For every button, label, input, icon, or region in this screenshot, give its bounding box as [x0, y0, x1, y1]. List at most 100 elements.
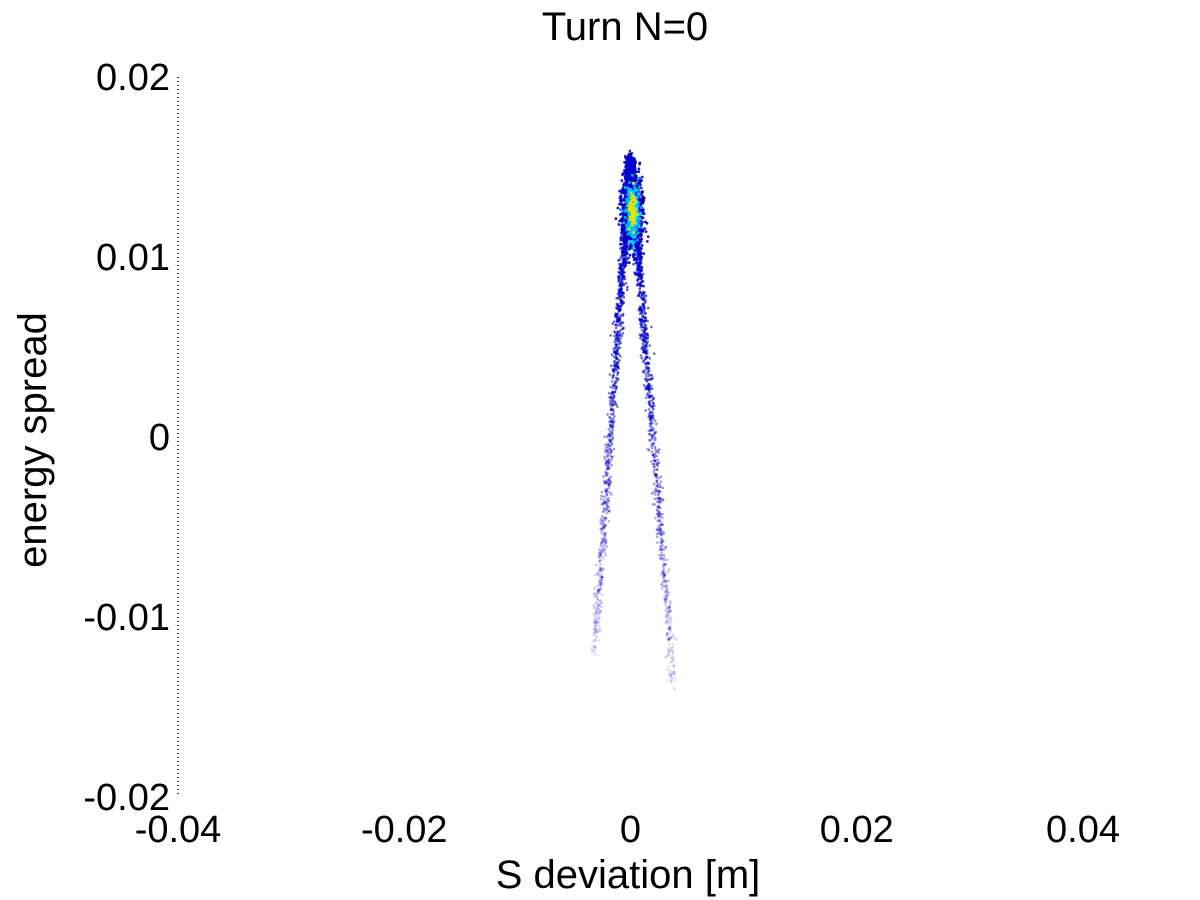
particle-point — [644, 339, 647, 343]
particle-point — [614, 326, 618, 330]
particle-point — [636, 212, 640, 216]
particle-point — [667, 638, 670, 642]
particle-point — [605, 473, 609, 477]
particle-point — [663, 598, 667, 601]
particle-point — [668, 674, 671, 677]
particle-point — [610, 493, 613, 496]
particle-point — [609, 408, 613, 412]
particle-point — [604, 501, 607, 505]
particle-point — [658, 483, 662, 486]
particle-point — [598, 603, 602, 607]
particle-point — [611, 420, 615, 424]
particle-point — [599, 568, 603, 572]
particle-point — [623, 188, 626, 192]
particle-point — [622, 296, 626, 299]
particle-point — [595, 563, 598, 567]
particle-point — [629, 152, 632, 155]
particle-point — [650, 492, 654, 495]
particle-point — [667, 638, 670, 641]
particle-point — [659, 545, 662, 548]
particle-point — [657, 499, 661, 503]
particle-point — [661, 512, 664, 516]
particle-point — [613, 340, 617, 344]
particle-point — [604, 508, 608, 512]
particle-point — [603, 495, 607, 498]
particle-point — [643, 323, 647, 326]
particle-point — [645, 380, 649, 383]
particle-point — [660, 582, 663, 586]
particle-point — [641, 307, 645, 311]
particle-point — [607, 427, 611, 431]
particle-point — [610, 458, 613, 462]
particle-point — [604, 450, 607, 454]
particle-point — [622, 291, 625, 295]
particle-point — [634, 271, 638, 275]
particle-point — [609, 448, 612, 452]
particle-point — [644, 230, 648, 234]
particle-point — [659, 499, 663, 502]
particle-point — [630, 158, 634, 161]
particle-point — [609, 412, 613, 416]
particle-point — [622, 253, 626, 256]
particle-point — [600, 490, 604, 494]
particle-point — [619, 328, 622, 332]
particle-point — [672, 677, 675, 680]
particle-point — [594, 629, 597, 632]
particle-point — [607, 519, 611, 523]
particle-point — [665, 597, 668, 600]
particle-point — [608, 444, 612, 448]
particle-point — [651, 414, 655, 418]
particle-point — [657, 461, 661, 464]
particle-point — [609, 408, 613, 412]
particle-point — [655, 484, 659, 488]
particle-point — [670, 657, 674, 661]
particle-point — [672, 664, 676, 667]
particle-point — [654, 488, 657, 492]
particle-point — [666, 590, 669, 594]
particle-point — [606, 460, 610, 464]
particle-point — [649, 416, 652, 419]
particle-point — [611, 425, 615, 429]
particle-point — [672, 670, 675, 673]
particle-point — [604, 539, 607, 543]
particle-point — [606, 459, 609, 463]
particle-point — [648, 391, 651, 394]
particle-point — [597, 607, 601, 611]
particle-point — [606, 502, 609, 505]
particle-point — [670, 646, 674, 650]
particle-point — [611, 376, 614, 380]
particle-point — [655, 479, 659, 482]
particle-point — [661, 581, 665, 584]
particle-point — [656, 532, 660, 535]
particle-point — [609, 439, 612, 442]
particle-point — [668, 608, 671, 612]
particle-point — [652, 491, 655, 494]
particle-point — [655, 463, 659, 467]
particle-point — [664, 597, 668, 601]
particle-point — [659, 554, 662, 557]
particle-point — [666, 619, 669, 622]
particle-point — [601, 575, 604, 579]
particle-point — [610, 426, 613, 429]
particle-point — [619, 239, 622, 242]
particle-point — [607, 451, 610, 455]
particle-point — [640, 175, 644, 179]
particle-point — [616, 206, 620, 210]
particle-point — [610, 391, 614, 394]
particle-point — [602, 475, 605, 478]
particle-point — [616, 349, 619, 352]
particle-point — [603, 455, 606, 459]
particle-point — [640, 197, 643, 201]
particle-point — [599, 520, 602, 523]
particle-point — [593, 630, 597, 634]
particle-point — [655, 468, 659, 471]
particle-point — [657, 553, 661, 557]
particle-point — [618, 319, 621, 322]
particle-point — [658, 527, 661, 531]
particle-point — [594, 630, 598, 634]
particle-point — [620, 334, 624, 338]
particle-point — [667, 647, 671, 650]
particle-point — [593, 586, 596, 590]
particle-point — [594, 628, 598, 632]
particle-point — [653, 436, 657, 440]
